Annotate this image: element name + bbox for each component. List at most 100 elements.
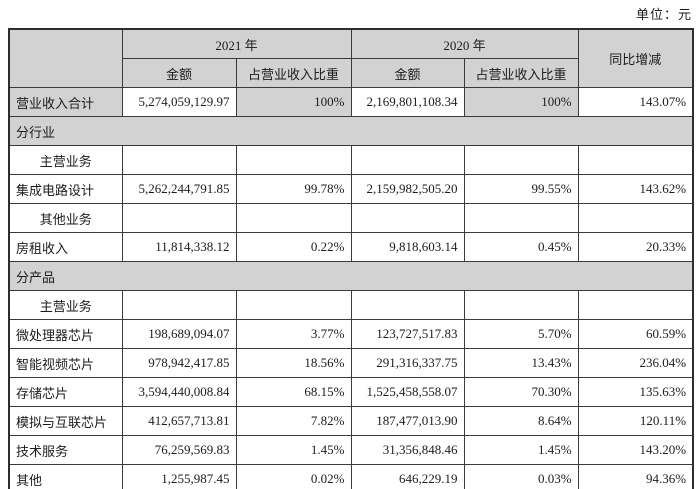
row-label: 智能视频芯片 [8,348,123,378]
proportion-2021: 1.45% [235,435,352,465]
header-cell-yoy: 同比增减 [577,28,694,88]
empty-cell [577,290,694,320]
empty-cell [121,203,237,233]
yoy-change: 135.63% [577,377,694,407]
table-row: 房租收入 11,814,338.12 0.22% 9,818,603.14 0.… [8,232,694,262]
section-label: 分产品 [8,261,694,291]
table-row: 微处理器芯片 198,689,094.07 3.77% 123,727,517.… [8,319,694,349]
empty-cell [463,203,579,233]
amount-2020: 187,477,013.90 [350,406,465,436]
row-label: 主营业务 [8,145,123,175]
table-row: 智能视频芯片 978,942,417.85 18.56% 291,316,337… [8,348,694,378]
header-cell-proportion-2021: 占营业收入比重 [235,58,352,88]
amount-2020: 9,818,603.14 [350,232,465,262]
table-row: 存储芯片 3,594,440,008.84 68.15% 1,525,458,5… [8,377,694,407]
header-cell-proportion-2020: 占营业收入比重 [463,58,579,88]
amount-2020: 1,525,458,558.07 [350,377,465,407]
amount-2021: 5,262,244,791.85 [121,174,237,204]
proportion-2020: 1.45% [463,435,579,465]
table-row-subsection: 主营业务 [8,290,694,320]
amount-2021: 198,689,094.07 [121,319,237,349]
amount-2020: 646,229.19 [350,464,465,489]
amount-2021: 1,255,987.45 [121,464,237,489]
table-row-section: 分产品 [8,261,694,291]
table-row-section: 分行业 [8,116,694,146]
table-row: 其他 1,255,987.45 0.02% 646,229.19 0.03% 9… [8,464,694,489]
proportion-2021: 68.15% [235,377,352,407]
proportion-2021: 3.77% [235,319,352,349]
table-row-total: 营业收入合计 5,274,059,129.97 100% 2,169,801,1… [8,87,694,117]
empty-cell [235,203,352,233]
row-label: 技术服务 [8,435,123,465]
yoy-change: 120.11% [577,406,694,436]
row-label: 模拟与互联芯片 [8,406,123,436]
proportion-2020: 0.03% [463,464,579,489]
empty-cell [577,145,694,175]
amount-2020: 291,316,337.75 [350,348,465,378]
proportion-2021: 100% [235,87,352,117]
header-cell-amount-2021: 金额 [121,58,237,88]
row-label: 其他 [8,464,123,489]
proportion-2021: 99.78% [235,174,352,204]
amount-2021: 5,274,059,129.97 [121,87,237,117]
amount-2021: 412,657,713.81 [121,406,237,436]
revenue-breakdown-table: 2021 年 2020 年 同比增减 金额 占营业收入比重 金额 占营业收入比重… [8,28,695,489]
yoy-change: 236.04% [577,348,694,378]
amount-2021: 76,259,569.83 [121,435,237,465]
proportion-2020: 13.43% [463,348,579,378]
empty-cell [577,203,694,233]
header-cell-2021: 2021 年 [121,28,352,59]
row-label: 房租收入 [8,232,123,262]
row-label: 存储芯片 [8,377,123,407]
section-label: 分行业 [8,116,694,146]
empty-cell [350,145,465,175]
empty-cell [350,290,465,320]
empty-cell [235,145,352,175]
empty-cell [463,290,579,320]
row-label: 其他业务 [8,203,123,233]
yoy-change: 143.07% [577,87,694,117]
yoy-change: 60.59% [577,319,694,349]
yoy-change: 94.36% [577,464,694,489]
proportion-2020: 5.70% [463,319,579,349]
amount-2020: 2,169,801,108.34 [350,87,465,117]
table-row: 模拟与互联芯片 412,657,713.81 7.82% 187,477,013… [8,406,694,436]
yoy-change: 143.20% [577,435,694,465]
proportion-2020: 0.45% [463,232,579,262]
amount-2020: 2,159,982,505.20 [350,174,465,204]
row-label: 主营业务 [8,290,123,320]
amount-2020: 31,356,848.46 [350,435,465,465]
empty-cell [235,290,352,320]
table-row-subsection: 其他业务 [8,203,694,233]
amount-2021: 3,594,440,008.84 [121,377,237,407]
empty-cell [121,290,237,320]
proportion-2021: 0.02% [235,464,352,489]
unit-label: 单位：元 [635,7,692,22]
table-row: 技术服务 76,259,569.83 1.45% 31,356,848.46 1… [8,435,694,465]
yoy-change: 20.33% [577,232,694,262]
empty-cell [350,203,465,233]
proportion-2020: 70.30% [463,377,579,407]
header-row-measures: 金额 占营业收入比重 金额 占营业收入比重 [9,58,693,88]
row-label: 营业收入合计 [8,87,123,117]
header-cell-amount-2020: 金额 [350,58,465,88]
table-row-subsection: 主营业务 [8,145,694,175]
proportion-2021: 7.82% [235,406,352,436]
amount-2021: 978,942,417.85 [121,348,237,378]
header-cell-blank [8,28,123,88]
header-row-years: 2021 年 2020 年 同比增减 [8,28,694,88]
proportion-2021: 0.22% [235,232,352,262]
proportion-2020: 100% [463,87,579,117]
table-row: 集成电路设计 5,262,244,791.85 99.78% 2,159,982… [8,174,694,204]
amount-2021: 11,814,338.12 [121,232,237,262]
row-label: 微处理器芯片 [8,319,123,349]
proportion-2021: 18.56% [235,348,352,378]
amount-2020: 123,727,517.83 [350,319,465,349]
empty-cell [463,145,579,175]
empty-cell [121,145,237,175]
yoy-change: 143.62% [577,174,694,204]
header-cell-2020: 2020 年 [350,28,579,59]
row-label: 集成电路设计 [8,174,123,204]
proportion-2020: 8.64% [463,406,579,436]
